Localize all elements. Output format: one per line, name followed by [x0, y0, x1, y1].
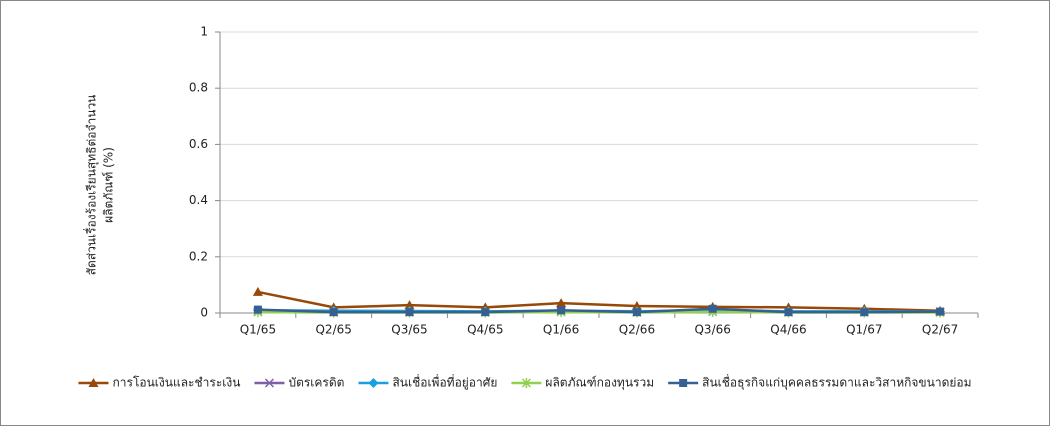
marker [521, 378, 531, 388]
marker [88, 378, 99, 387]
y-tick-label: 0.2 [189, 249, 208, 263]
x-tick-label: Q4/66 [770, 323, 806, 337]
marker [631, 300, 642, 310]
y-tick-label: 1 [200, 25, 208, 39]
marker [481, 308, 490, 317]
marker [632, 308, 641, 317]
legend: การโอนเงินและชำระเงิน บัตรเครดิต สินเชื่อเ… [78, 374, 972, 391]
marker [556, 298, 567, 308]
marker [936, 307, 945, 316]
legend-label: ผลิตภัณฑ์กองทุนรวม [545, 376, 654, 391]
marker [404, 300, 415, 310]
legend-label: การโอนเงินและชำระเงิน [112, 376, 240, 390]
y-axis-label: สัดส่วนเรื่องร้องเรียนสุทธิต่อจำนวน ผลิต… [83, 95, 116, 276]
marker [264, 378, 274, 388]
y-label-line: ผลิตภัณฑ์ (%) [102, 147, 116, 223]
x-tick-label: Q1/65 [240, 323, 276, 337]
x-tick-label: Q4/65 [467, 323, 503, 337]
y-tick-label: 0.6 [189, 137, 208, 151]
y-tick-label: 0 [200, 306, 208, 320]
marker [708, 304, 717, 313]
x-tick-label: Q1/66 [543, 323, 579, 337]
x-tick-label: Q3/66 [694, 323, 730, 337]
x-tick-label: Q2/67 [922, 323, 958, 337]
series-line [257, 290, 941, 313]
marker [679, 379, 688, 387]
y-tick-label: 0.8 [189, 81, 208, 95]
marker [405, 308, 414, 317]
marker [784, 308, 793, 317]
x-tick-label: Q1/67 [846, 323, 882, 337]
series-line [257, 307, 941, 314]
marker [860, 308, 869, 317]
legend-label: บัตรเครดิต [288, 376, 344, 390]
marker [557, 306, 566, 315]
y-label-line: สัดส่วนเรื่องร้องเรียนสุทธิต่อจำนวน [83, 95, 100, 276]
x-tick-label: Q2/66 [619, 323, 655, 337]
x-tick-label: Q2/65 [315, 323, 351, 337]
marker [252, 286, 263, 296]
marker [329, 308, 338, 317]
marker [368, 378, 379, 388]
legend-label: สินเชื่อเพื่อที่อยู่อาศัย [392, 374, 497, 391]
y-tick-label: 0.4 [189, 193, 208, 207]
marker [253, 305, 262, 314]
x-tick-label: Q3/65 [391, 323, 427, 337]
legend-label: สินเชื่อธุรกิจแก่บุคคลธรรมดาและวิสาหกิจข… [702, 374, 971, 391]
